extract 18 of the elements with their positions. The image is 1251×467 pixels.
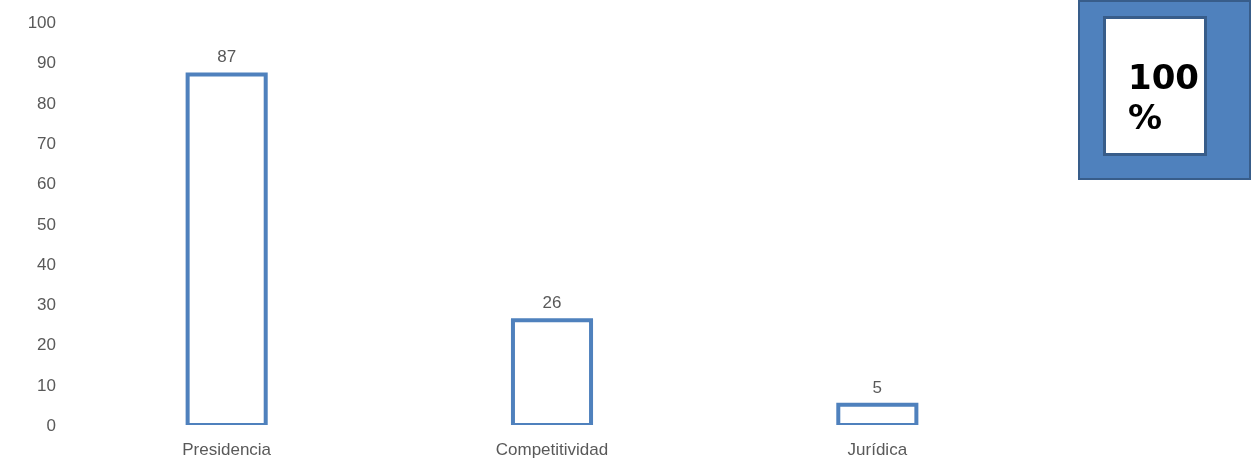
x-tick-label: Competitividad: [495, 440, 609, 460]
y-tick-label: 100: [27, 13, 56, 33]
y-tick-label: 30: [37, 295, 56, 315]
y-tick-label: 0: [46, 416, 56, 436]
y-tick-label: 90: [37, 53, 56, 73]
y-tick-label: 70: [37, 133, 56, 153]
y-tick-label: 10: [37, 375, 56, 395]
data-label: 5: [872, 377, 883, 397]
y-tick-label: 40: [37, 254, 56, 274]
y-tick-label: 20: [37, 335, 56, 355]
data-label: 26: [542, 293, 562, 313]
framed-box: 100 %: [1078, 0, 1251, 180]
x-tick-label: Presidencia: [182, 440, 272, 460]
y-tick-label: 80: [37, 93, 56, 113]
x-tick-label: Jurídica: [847, 440, 908, 460]
y-tick-label: 50: [37, 214, 56, 234]
data-label: 87: [217, 47, 237, 67]
y-tick-label: 60: [37, 174, 56, 194]
